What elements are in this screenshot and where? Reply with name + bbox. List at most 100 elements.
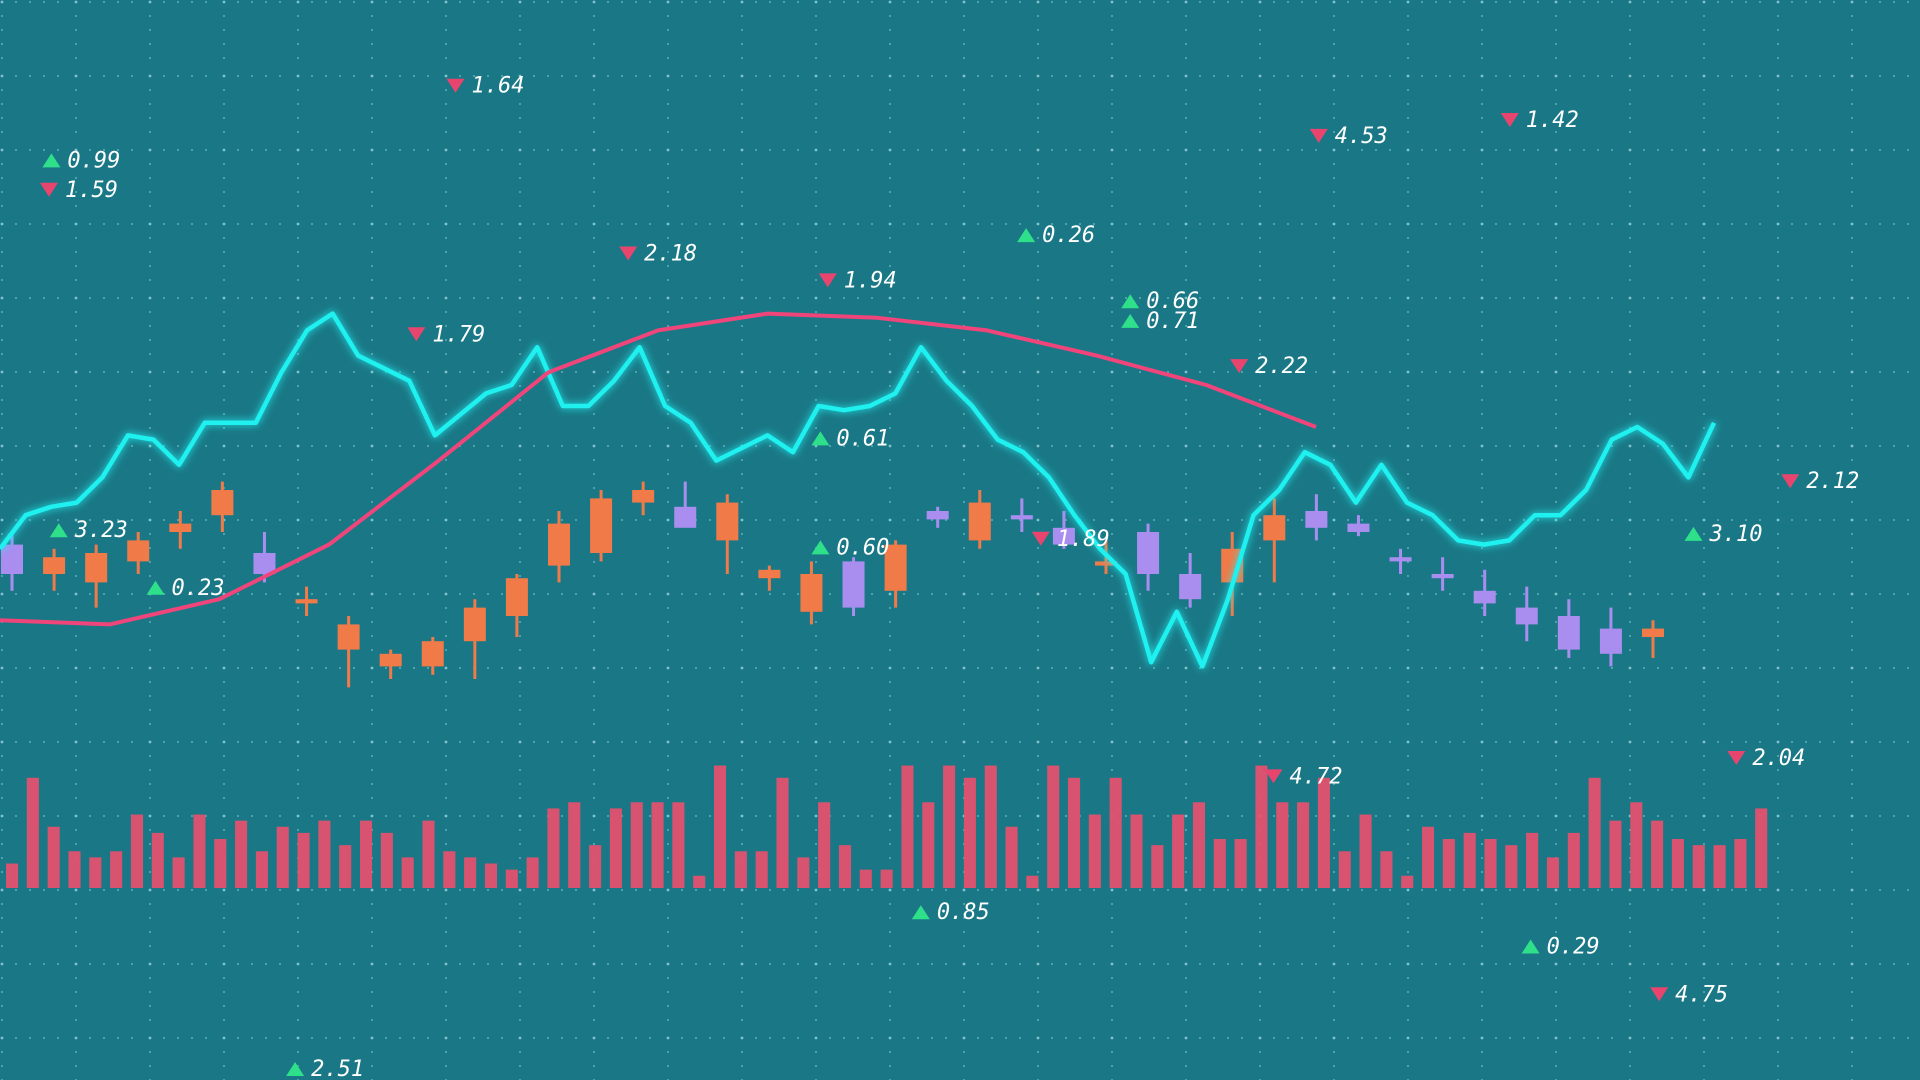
ticker-label: 1.59 [65, 178, 118, 203]
ticker-arrow [1121, 313, 1140, 328]
ticker: 4.72 [1264, 764, 1342, 789]
volume-bar [297, 832, 310, 888]
ticker: 0.71 [1121, 309, 1199, 334]
candle-body [758, 569, 781, 579]
volume-bar [1380, 851, 1393, 888]
volume-bar [130, 814, 144, 888]
volume-bar [880, 869, 893, 888]
candle-body [253, 553, 276, 574]
candle-body [1347, 523, 1370, 532]
volume-bar [1255, 765, 1268, 888]
ticker: 2.51 [286, 1057, 364, 1080]
volume-bar [151, 832, 164, 888]
candle-body [211, 490, 234, 516]
ticker-label: 0.61 [836, 426, 889, 451]
ticker-label: 1.89 [1057, 527, 1110, 552]
ticker-label: 0.29 [1547, 935, 1600, 960]
volume-bar [630, 802, 643, 888]
candle-body [1515, 607, 1538, 625]
volume-bar [1026, 875, 1039, 888]
ticker: 2.12 [1781, 469, 1859, 494]
volume-bar [1484, 839, 1497, 888]
candle-body [169, 523, 192, 532]
ticker-arrow [1121, 294, 1140, 309]
ticker: 1.59 [39, 178, 118, 203]
ticker-label: 3.23 [74, 518, 128, 543]
volume-bar [1692, 845, 1705, 888]
ticker-label: 1.64 [472, 74, 525, 99]
ticker-arrow [811, 431, 830, 446]
ticker-arrow [1727, 750, 1746, 765]
volume-bar [693, 875, 706, 888]
volume-bar [255, 851, 268, 888]
ticker-arrow [39, 182, 58, 197]
candle-body [127, 540, 150, 562]
volume-bar [714, 765, 727, 888]
volume-bar [6, 863, 19, 888]
volume-bar [943, 765, 956, 888]
candle-body [632, 490, 655, 503]
ticker-arrow [146, 580, 165, 595]
volume-bar [1442, 839, 1455, 888]
trend-curve [0, 311, 1317, 627]
volume-bar [1567, 832, 1580, 888]
ticker-label: 0.23 [172, 576, 225, 601]
candle-body [1052, 527, 1075, 545]
volume-bar [47, 826, 60, 888]
ticker-label: 4.75 [1675, 982, 1728, 1007]
volume-bar [1505, 845, 1518, 888]
ticker: 2.22 [1230, 354, 1308, 379]
ticker: 1.94 [818, 268, 897, 293]
ticker-arrow [42, 153, 61, 168]
ticker: 0.61 [811, 426, 889, 451]
ticker-label: 0.99 [67, 148, 120, 173]
ticker: 4.53 [1309, 124, 1388, 149]
ticker-arrow [818, 273, 837, 288]
volume-bar [1317, 777, 1330, 888]
ticker-arrow [1230, 359, 1249, 374]
ticker-arrow [407, 327, 426, 342]
volume-bar [1068, 777, 1081, 888]
volume-bar [318, 820, 331, 888]
volume-bar [838, 845, 852, 888]
ticker-label: 2.18 [644, 241, 697, 266]
volume-bar [609, 808, 622, 888]
candle-body [85, 553, 108, 583]
candle-body [1010, 515, 1033, 520]
ticker: 1.64 [446, 74, 525, 99]
candle-body [1599, 628, 1622, 654]
candle-body [1, 544, 23, 574]
volume-bar [89, 857, 102, 888]
volume-bar [214, 839, 227, 888]
candle-body [884, 544, 907, 591]
volume-bar [172, 857, 185, 888]
volume-bar [1088, 814, 1101, 888]
volume-bar [547, 808, 560, 888]
volume-bar [380, 832, 393, 888]
ticker-label: 4.53 [1335, 124, 1388, 149]
volume-bar [1276, 802, 1289, 888]
candle-body [1179, 574, 1202, 600]
candle-body [1642, 628, 1664, 637]
volume-bar [1109, 777, 1122, 888]
volume-bar [1463, 832, 1476, 888]
volume-bar [1671, 839, 1684, 888]
ticker: 0.99 [42, 148, 120, 173]
candle-body [463, 607, 486, 642]
volume-bar [1422, 826, 1435, 888]
candle-body [1095, 561, 1117, 566]
volume-bar [672, 802, 685, 888]
volume-bar [901, 765, 914, 888]
ticker-label: 4.72 [1289, 764, 1342, 789]
candle-body [842, 561, 865, 608]
volume-bar [443, 851, 456, 888]
ticker-arrow [1684, 526, 1703, 541]
volume-bar [1338, 851, 1351, 888]
ticker-arrow [1781, 474, 1800, 489]
candle-body [1263, 515, 1286, 541]
volume-bar [1130, 814, 1143, 888]
ticker-label: 1.94 [844, 268, 897, 293]
volume-bar [1546, 857, 1560, 888]
ticker: 2.18 [619, 241, 697, 266]
volume-bar [1297, 802, 1310, 888]
